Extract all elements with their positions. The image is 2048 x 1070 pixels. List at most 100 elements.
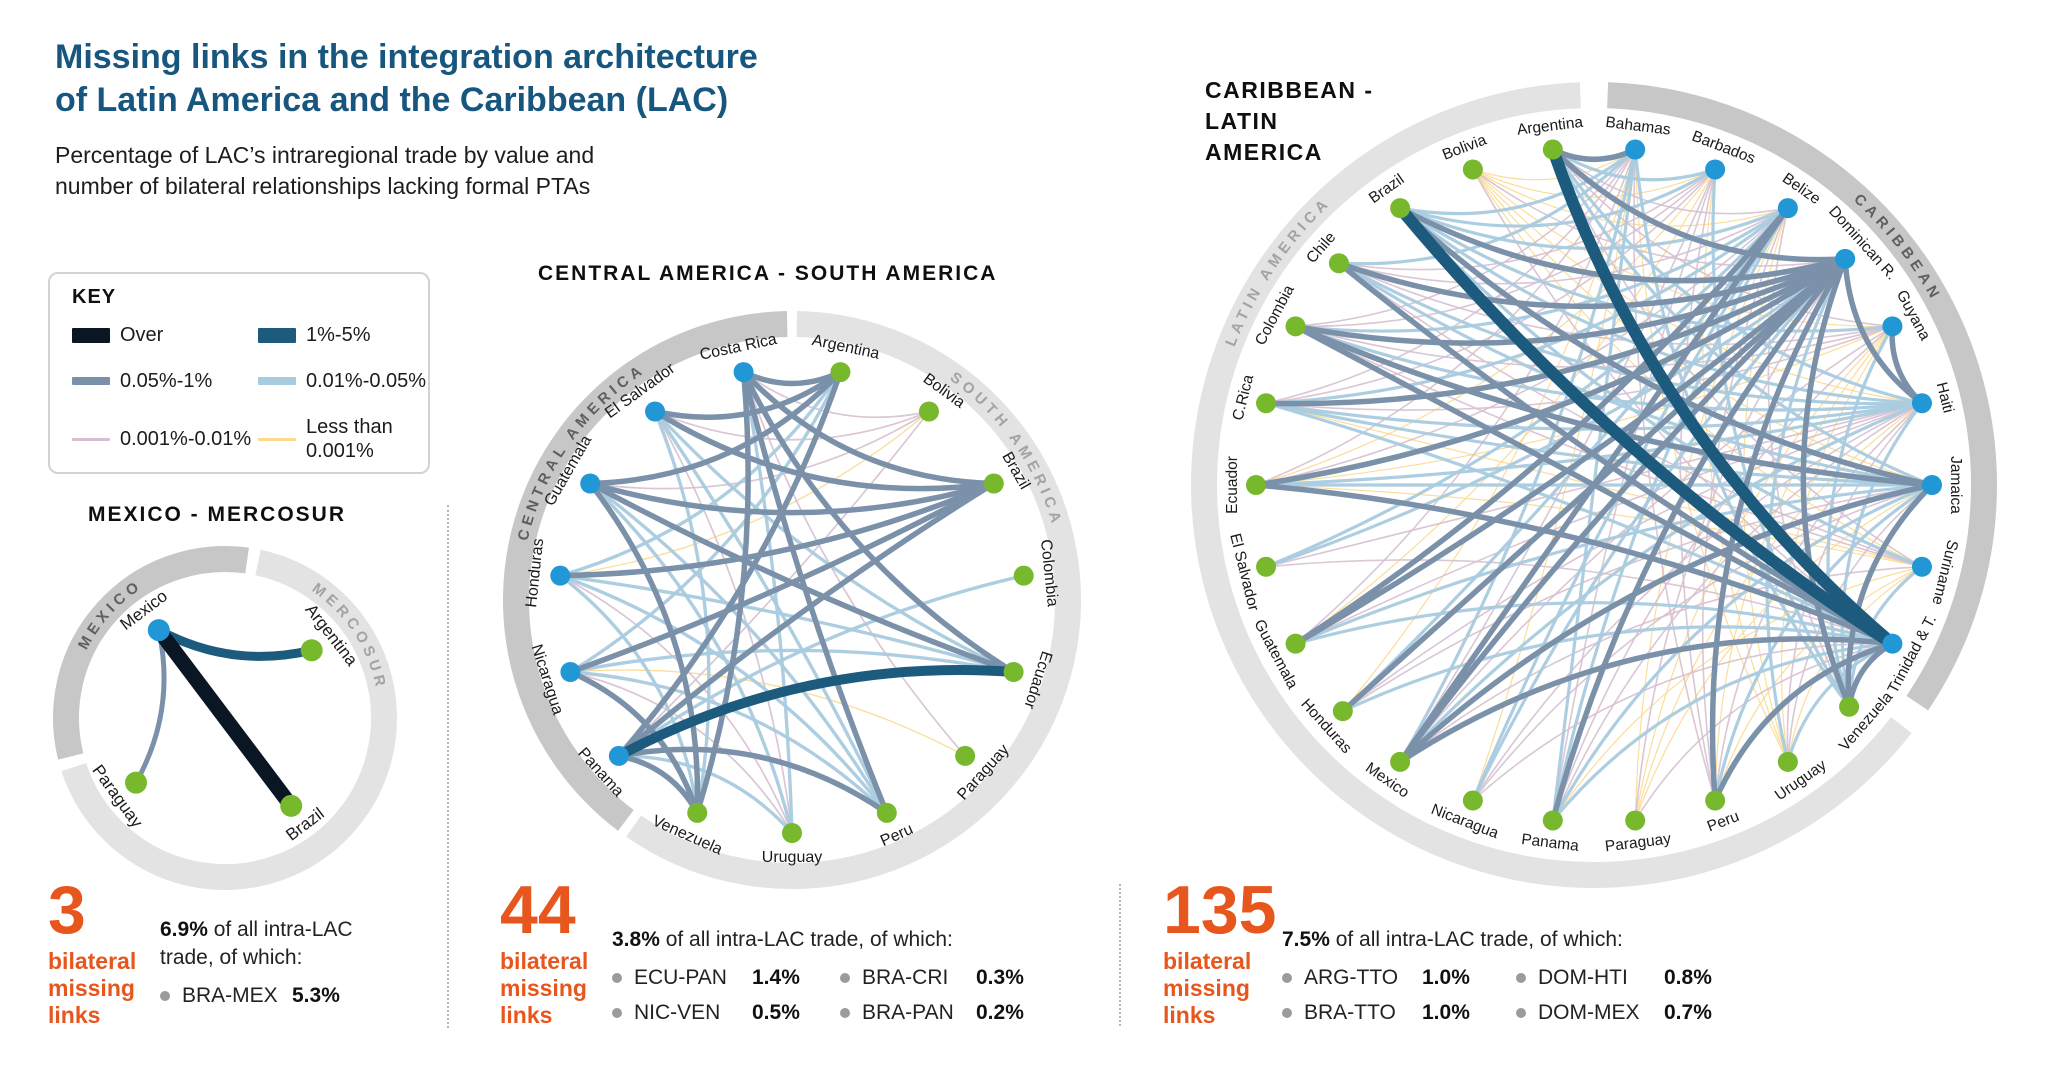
missing-links-label: bilateral missing links — [1163, 948, 1252, 1028]
country-node-GTM — [1285, 633, 1306, 654]
country-node-ARG — [830, 362, 851, 383]
trade-link-SUR-URY — [1787, 566, 1923, 763]
missing-links-count: 135 — [1163, 872, 1277, 948]
country-node-COL — [1013, 565, 1034, 586]
missing-links-label: bilateral missing links — [48, 948, 137, 1028]
country-node-PRY — [955, 745, 976, 766]
trade-link-BRB-BOL — [1472, 168, 1716, 198]
trade-link-SLV-PER — [653, 409, 889, 815]
page-title-line1: Missing links in the integration archite… — [55, 38, 758, 76]
pair-label: DOM-MEX — [1538, 1001, 1640, 1024]
country-node-BRA — [983, 473, 1004, 494]
pair-label: BRA-CRI — [862, 966, 949, 989]
trade-link-DOM-BRA — [1397, 205, 1848, 284]
trade-link-HND-BRA — [557, 480, 997, 579]
trade-link-SLV-BRA — [652, 408, 997, 492]
legend-label-005-1: 0.05%-1% — [120, 370, 213, 392]
trade-link-BLZ-COL — [1293, 206, 1790, 333]
country-node-ECU — [1246, 475, 1266, 495]
pair-value: 5.3% — [292, 984, 340, 1007]
trade-link-DOM-VEN — [1800, 256, 1852, 710]
bullet-icon — [612, 973, 622, 983]
pair-value: 1.0% — [1422, 1001, 1470, 1024]
trade-link-TTO-PAN — [1551, 642, 1895, 823]
country-label-URY: Uruguay — [762, 849, 822, 866]
trade-link-DOM-HTI — [1842, 256, 1925, 406]
country-node-HTI — [1911, 393, 1932, 414]
trade-link-DOM-MEX — [1397, 256, 1848, 765]
trade-link-PAN-ARG — [616, 369, 844, 759]
country-node-HND — [1332, 701, 1353, 722]
page-subtitle-line2: number of bilateral relationships lackin… — [55, 173, 591, 199]
trade-link-DOM-ARG — [1550, 146, 1848, 263]
missing-links-label: bilateral missing links — [500, 948, 589, 1028]
country-node-BRB — [1705, 159, 1726, 180]
country-node-CRI — [733, 362, 754, 383]
pair-value: 0.5% — [752, 1001, 800, 1024]
bullet-icon — [1516, 1008, 1526, 1018]
trade-link-CRI-BRA — [740, 369, 997, 487]
trade-link-GTM-ECU — [587, 480, 1017, 675]
stats-summary: 3.8% of all intra-LAC trade, of which: E… — [612, 926, 1132, 1027]
trade-link-SLV-ARG — [652, 369, 844, 421]
country-node-SLV — [645, 401, 666, 422]
trade-link-HTI-ECU — [1254, 401, 1924, 487]
trade-link-HTI-BOL — [1472, 168, 1923, 404]
trade-link-BHS-PER — [1633, 148, 1716, 802]
country-label-HTI: Haiti — [1933, 380, 1957, 414]
missing-links-count: 44 — [500, 872, 576, 948]
country-label-PER: Peru — [1705, 808, 1742, 836]
country-node-BOL — [918, 401, 939, 422]
country-node-URY — [1777, 751, 1798, 772]
country-label-BHS: Bahamas — [1605, 114, 1672, 139]
trade-link-TTO-CRI — [1264, 401, 1895, 646]
trade-link-DOM-CRI — [1263, 256, 1848, 407]
pair-value: 0.8% — [1664, 966, 1712, 989]
pair-label: BRA-PAN — [862, 1001, 954, 1024]
trade-link-JAM-BRA — [1397, 205, 1935, 488]
trade-link-BHS-BOL — [1472, 148, 1636, 181]
diagram-title-central-south: CENTRAL AMERICA - SOUTH AMERICA — [538, 262, 998, 285]
trade-link-BLZ-CRI — [1264, 206, 1790, 405]
pair-label: ECU-PAN — [634, 966, 727, 989]
page-title-line2: of Latin America and the Caribbean (LAC) — [55, 81, 729, 119]
trade-link-BLZ-GTM — [1292, 205, 1791, 647]
stats-summary: 7.5% of all intra-LAC trade, of which: A… — [1282, 926, 1762, 1027]
bullet-icon — [840, 973, 850, 983]
diagram-title-mexico-mercosur: MEXICO - MERCOSUR — [88, 503, 347, 526]
legend-key: KEY Over 1%-5% 0.05%-1% 0.01%-0.05% 0.00… — [48, 272, 430, 474]
legend-swatch-005-1 — [72, 377, 110, 385]
trade-link-GTM-BOL — [589, 410, 930, 490]
trade-link-TTO-NIC — [1472, 642, 1894, 802]
trade-link-JAM-PAN — [1551, 483, 1934, 823]
trade-link-BHS-BRA — [1398, 147, 1637, 216]
country-node-HND — [550, 565, 571, 586]
country-label-PRY: Paraguay — [1604, 830, 1672, 855]
page-subtitle: Percentage of LAC’s intraregional trade … — [55, 140, 594, 202]
legend-swatch-over — [72, 327, 110, 343]
diagram-title-caribbean-latin: CARIBBEAN - LATIN AMERICA — [1205, 75, 1374, 168]
bullet-icon — [840, 1008, 850, 1018]
legend-label-0001-001: 0.001%-0.01% — [120, 428, 252, 450]
diagram-title-caribbean-line2: LATIN — [1205, 108, 1279, 134]
missing-links-count: 3 — [48, 872, 86, 948]
trade-link-JAM-PRY — [1634, 484, 1933, 822]
page-title: Missing links in the integration archite… — [55, 36, 758, 122]
trade-link-SUR-MEX — [1399, 565, 1923, 763]
country-node-VEN — [687, 802, 708, 823]
bullet-icon — [1282, 973, 1292, 983]
legend-label-001-005: 0.01%-0.05% — [306, 370, 427, 392]
stats-mexico-mercosur: 3 bilateral missing links 6.9% of all in… — [48, 872, 353, 1029]
trade-link-TTO-HND — [1341, 625, 1895, 713]
trade-link-GUY-MEX — [1399, 325, 1894, 763]
group-arc — [61, 549, 397, 890]
trade-link-NIC-PRY — [569, 669, 966, 757]
country-label-ECU: Ecuador — [1224, 456, 1241, 514]
country-node-PAN — [1542, 810, 1563, 831]
trade-link-TTO-PER — [1712, 640, 1896, 804]
trade-link-MEX-ARG — [154, 625, 317, 661]
trade-link-BHS-ECU — [1255, 148, 1636, 486]
trade-link-BLZ-CHL — [1338, 207, 1789, 285]
